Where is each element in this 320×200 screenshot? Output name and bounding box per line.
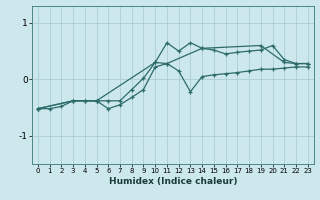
X-axis label: Humidex (Indice chaleur): Humidex (Indice chaleur) [108,177,237,186]
